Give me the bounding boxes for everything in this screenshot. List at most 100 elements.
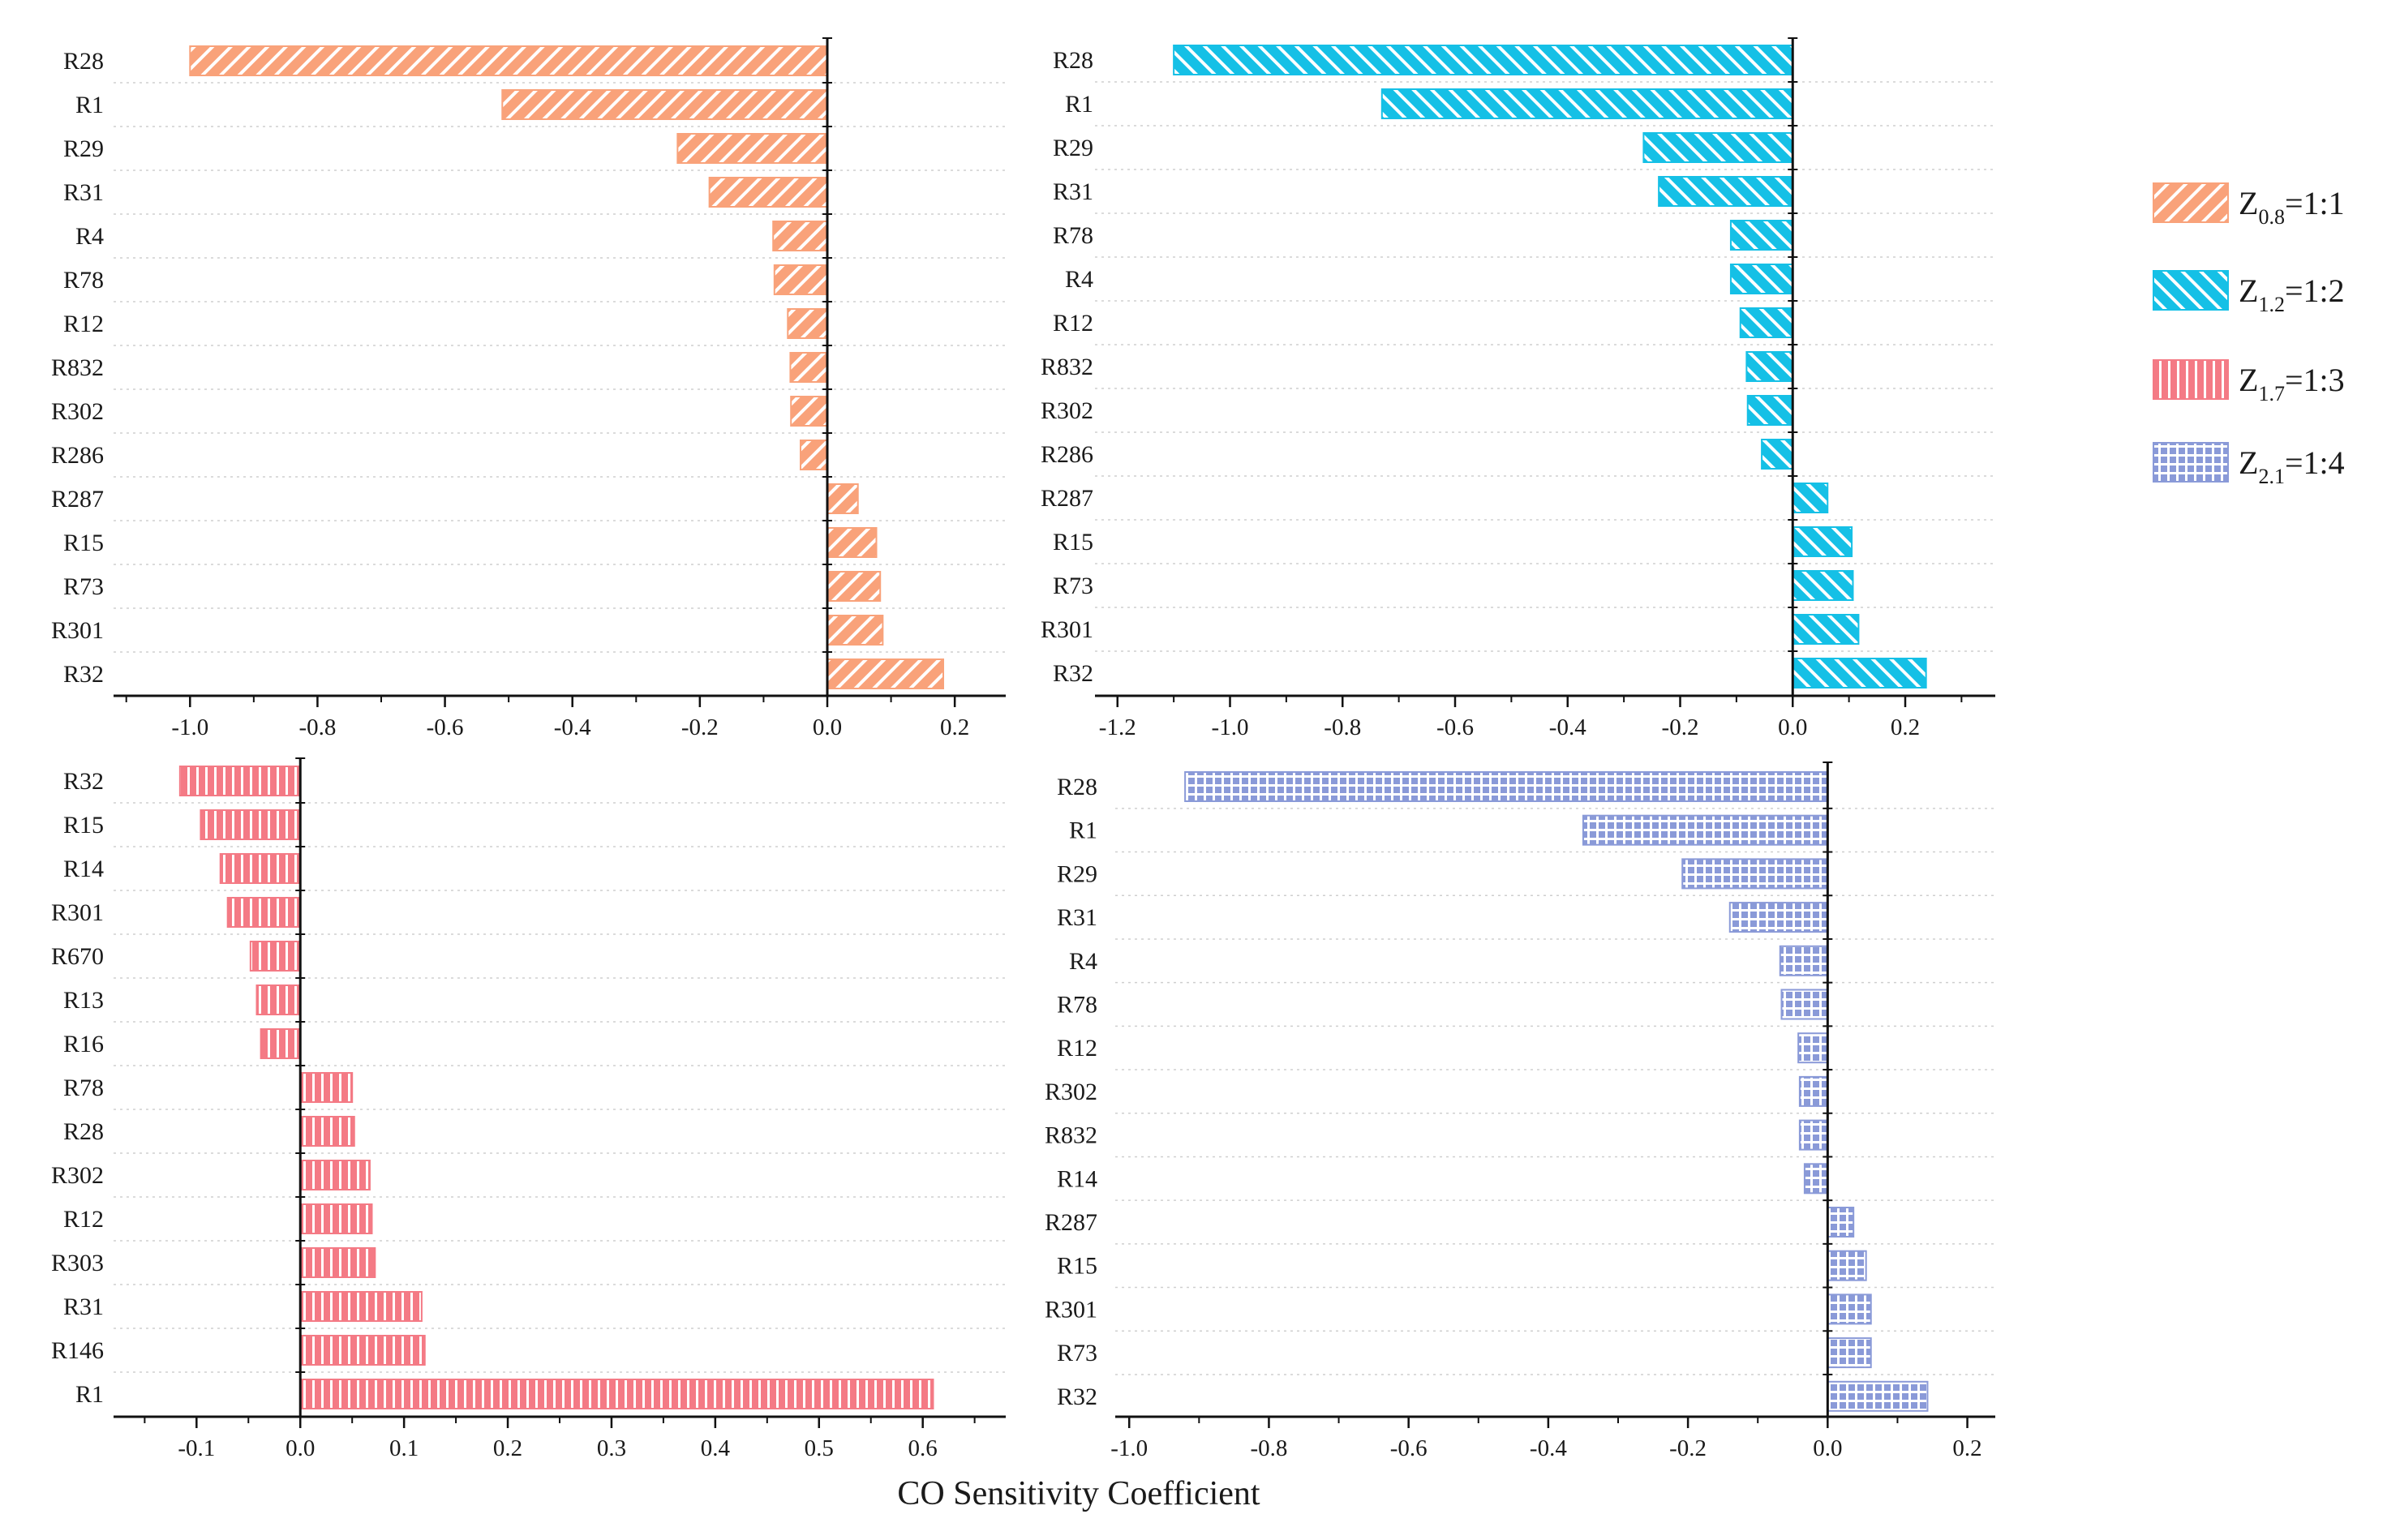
x-tick-label: 0.6 xyxy=(908,1435,938,1461)
category-label: R15 xyxy=(63,530,104,556)
bar-r78 xyxy=(299,1072,354,1103)
legend-swatch xyxy=(2153,182,2229,223)
x-tick-label: -0.8 xyxy=(1324,714,1361,740)
bar-r32 xyxy=(178,766,302,796)
x-tick-label: -0.8 xyxy=(1250,1435,1287,1461)
bar-r832 xyxy=(789,352,829,383)
bar-r31 xyxy=(1728,902,1829,933)
category-label: R78 xyxy=(63,1075,104,1101)
x-tick-label: 0.3 xyxy=(597,1435,626,1461)
bar-r286 xyxy=(1761,439,1794,470)
bar-r287 xyxy=(1827,1207,1855,1238)
bar-r78 xyxy=(1780,989,1829,1020)
category-label: R31 xyxy=(63,1293,104,1320)
bar-r301 xyxy=(1827,1293,1872,1325)
category-label: R28 xyxy=(1053,47,1093,74)
legend: Z0.8=1:1 Z1.2=1:2 Z1.7=1:3 Z2.1=1:4 xyxy=(2153,182,2345,488)
category-label: R832 xyxy=(51,354,104,381)
bar-r287 xyxy=(1792,483,1829,513)
category-label: R1 xyxy=(75,92,104,118)
panel-top-left: R28 R1 R29 R31 R4 R78 R12 R832 R302 R286 R287 R15 R7… xyxy=(51,37,1006,740)
bar-r29 xyxy=(1681,858,1829,890)
category-label: R287 xyxy=(51,486,104,513)
category-label: R32 xyxy=(1057,1383,1097,1410)
category-label: R78 xyxy=(1053,222,1093,249)
bar-r302 xyxy=(790,396,829,427)
x-axis-title: CO Sensitivity Coefficient xyxy=(897,1475,1260,1512)
bar-r73 xyxy=(1827,1337,1872,1369)
category-label: R832 xyxy=(1041,354,1093,380)
bar-r31 xyxy=(299,1291,423,1322)
category-label: R12 xyxy=(1053,310,1093,337)
x-tick-label: -1.0 xyxy=(1212,714,1249,740)
category-label: R287 xyxy=(1045,1209,1097,1236)
bar-r12 xyxy=(1739,307,1794,338)
x-tick-label: -1.0 xyxy=(1110,1435,1148,1461)
category-label: R301 xyxy=(51,899,104,926)
bar-r303 xyxy=(299,1247,376,1278)
bar-r31 xyxy=(708,177,829,208)
category-label: R12 xyxy=(63,1206,104,1233)
category-label: R301 xyxy=(1045,1296,1097,1323)
panel-bottom-right: R28 R1 R29 R31 R4 R78 R12 R302 R832 R14 R287 R15 R30… xyxy=(1045,761,1995,1461)
bar-r286 xyxy=(800,440,828,470)
category-label: R832 xyxy=(1045,1122,1097,1149)
bar-r32 xyxy=(826,658,944,689)
category-label: R302 xyxy=(1041,397,1093,424)
legend-label: Z1.7=1:3 xyxy=(2239,362,2345,405)
bar-r13 xyxy=(255,984,302,1015)
x-tick-label: 0.0 xyxy=(813,714,842,740)
category-label: R73 xyxy=(63,573,104,600)
bar-r1 xyxy=(299,1379,934,1409)
bar-r73 xyxy=(1792,570,1854,601)
bar-r15 xyxy=(826,527,878,558)
bar-r78 xyxy=(1729,220,1794,251)
bar-r73 xyxy=(826,571,882,602)
bar-r832 xyxy=(1745,351,1794,382)
bar-r28 xyxy=(189,45,829,76)
category-label: R12 xyxy=(63,311,104,337)
category-label: R301 xyxy=(51,617,104,644)
bar-r1 xyxy=(501,89,828,120)
category-label: R302 xyxy=(51,398,104,425)
x-tick-label: 0.4 xyxy=(701,1435,731,1461)
bar-r4 xyxy=(1729,264,1794,294)
bar-r302 xyxy=(1798,1075,1829,1107)
category-label: R15 xyxy=(63,812,104,839)
x-tick-label: -1.0 xyxy=(171,714,208,740)
bar-r15 xyxy=(200,809,302,840)
bar-r670 xyxy=(249,941,302,972)
category-label: R286 xyxy=(51,442,104,469)
panel-bottom-left: R32 R15 R14 R301 R670 R13 R16 R78 R28 R302 R12 R303… xyxy=(51,757,1006,1461)
x-tick-label: 0.2 xyxy=(493,1435,522,1461)
x-tick-label: -0.2 xyxy=(1669,1435,1707,1461)
x-tick-label: -0.6 xyxy=(1390,1435,1428,1461)
bar-r29 xyxy=(676,133,828,164)
bar-r4 xyxy=(772,221,829,251)
bar-r12 xyxy=(1797,1032,1829,1064)
category-label: R4 xyxy=(1065,266,1093,293)
x-tick-label: 0.1 xyxy=(389,1435,419,1461)
bar-r302 xyxy=(299,1160,371,1190)
x-tick-label: -0.6 xyxy=(1436,714,1474,740)
x-tick-label: -0.4 xyxy=(554,714,591,740)
category-label: R28 xyxy=(1057,774,1097,800)
category-label: R12 xyxy=(1057,1035,1097,1062)
x-tick-label: -0.1 xyxy=(178,1435,215,1461)
bar-r28 xyxy=(299,1116,355,1147)
category-label: R301 xyxy=(1041,616,1093,643)
category-label: R13 xyxy=(63,987,104,1014)
category-label: R29 xyxy=(1057,860,1097,887)
x-tick-label: 0.5 xyxy=(805,1435,834,1461)
legend-label: Z2.1=1:4 xyxy=(2239,444,2345,488)
category-label: R287 xyxy=(1041,485,1093,512)
bar-r146 xyxy=(299,1335,426,1366)
bar-r12 xyxy=(787,308,828,339)
category-label: R14 xyxy=(63,856,104,882)
bar-r32 xyxy=(1827,1380,1929,1412)
bar-r4 xyxy=(1779,945,1829,976)
category-label: R303 xyxy=(51,1250,104,1276)
bar-r14 xyxy=(219,853,302,884)
x-tick-label: 0.2 xyxy=(1952,1435,1981,1461)
bar-r31 xyxy=(1658,176,1794,207)
